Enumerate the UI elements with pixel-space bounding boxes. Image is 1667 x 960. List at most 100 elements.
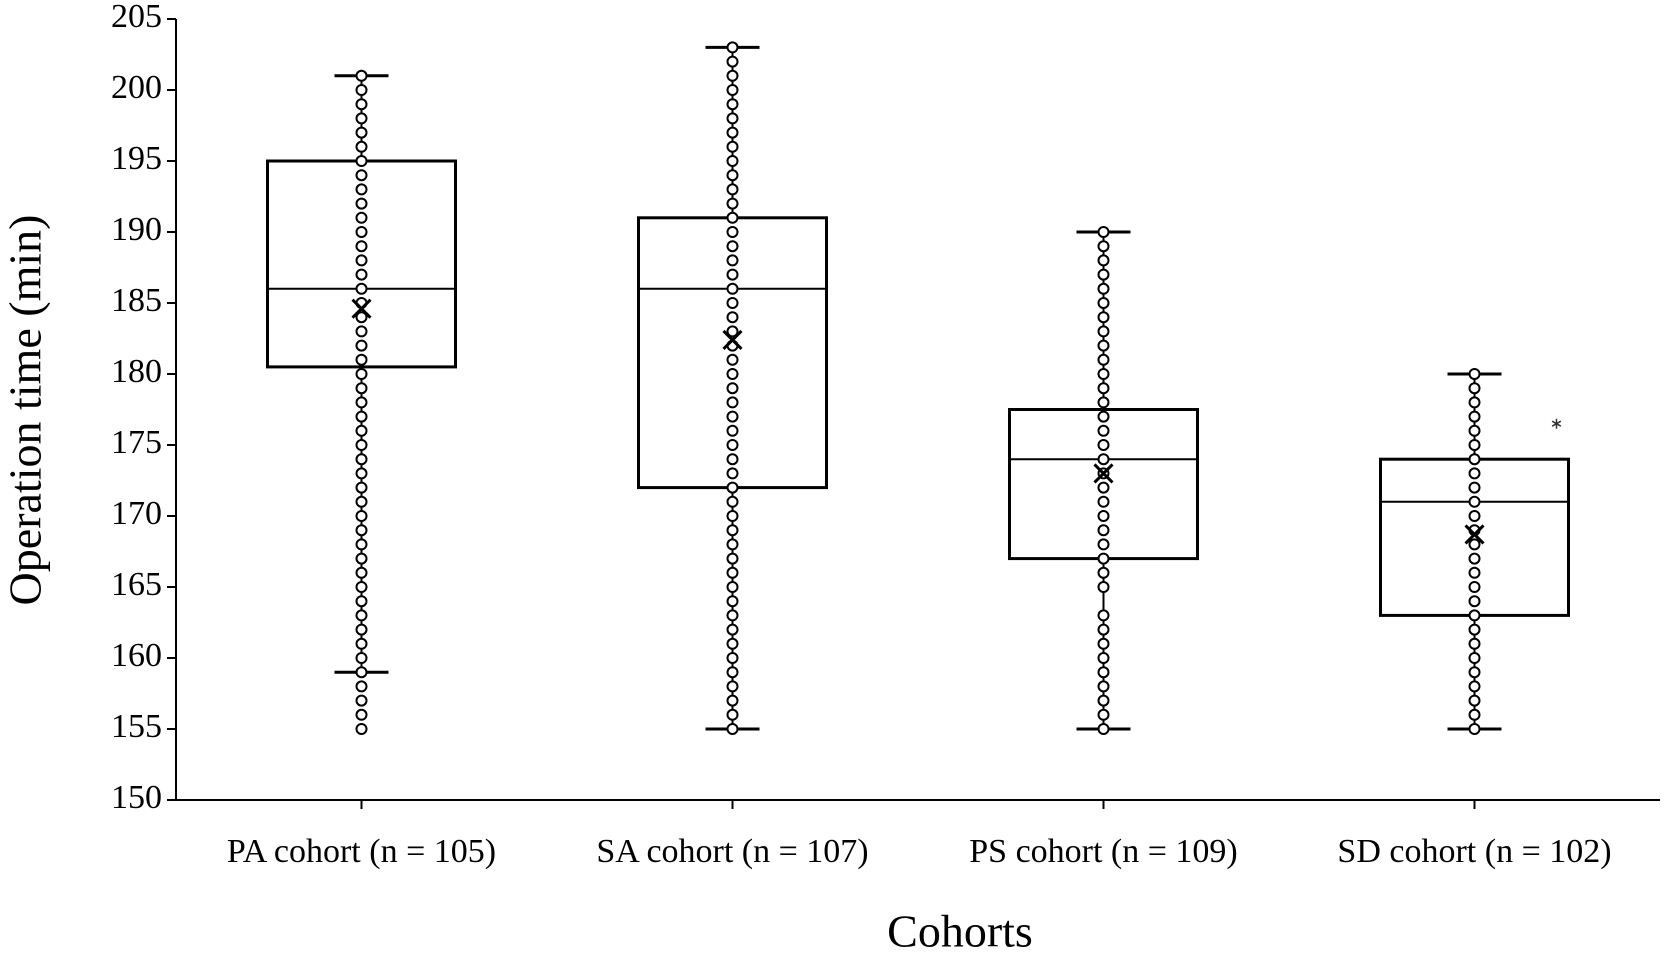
data-point (1097, 439, 1110, 451)
data-point (1468, 495, 1481, 508)
data-point (1097, 410, 1110, 423)
data-point (355, 481, 368, 494)
y-tick-label: 175 (111, 424, 162, 461)
data-point (355, 424, 368, 437)
data-point (1468, 552, 1481, 565)
data-point (726, 69, 739, 82)
data-point (1097, 581, 1110, 593)
data-point (726, 197, 739, 210)
y-tick-label: 160 (111, 637, 162, 674)
data-point (1097, 453, 1110, 466)
data-point (355, 325, 368, 338)
data-point (355, 609, 368, 622)
data-point (355, 211, 368, 224)
data-point (355, 183, 368, 196)
data-point (1468, 566, 1481, 579)
data-point (1097, 694, 1110, 707)
data-point (726, 396, 739, 409)
data-point (1097, 424, 1110, 437)
data-point (726, 680, 739, 693)
data-point (1097, 325, 1110, 338)
data-point (355, 112, 368, 125)
data-point (726, 140, 739, 153)
x-tick-label: PA cohort (n = 105) (227, 833, 496, 870)
data-point (1468, 424, 1481, 437)
y-tick-label: 180 (111, 353, 162, 390)
data-point (726, 211, 739, 224)
data-point (1097, 637, 1110, 650)
data-point (1097, 282, 1110, 295)
data-point (726, 155, 739, 167)
data-point (1097, 311, 1110, 324)
y-tick-label: 200 (111, 69, 162, 106)
data-point (1097, 382, 1110, 395)
x-tick-label: SA cohort (n = 107) (596, 833, 868, 870)
data-point (1097, 240, 1110, 253)
data-point (726, 566, 739, 579)
data-point (726, 169, 739, 182)
data-point (726, 268, 739, 281)
data-point (726, 581, 739, 593)
data-point (1468, 439, 1481, 451)
data-point (726, 552, 739, 565)
data-point (355, 382, 368, 395)
data-point (1468, 510, 1481, 522)
data-point (1097, 481, 1110, 494)
data-point (726, 666, 739, 679)
data-point (1097, 339, 1110, 352)
data-point (726, 254, 739, 267)
data-point (726, 524, 739, 537)
data-point (726, 609, 739, 622)
data-point (1097, 353, 1110, 366)
data-point (726, 439, 739, 451)
data-point (726, 708, 739, 721)
data-point (355, 282, 368, 295)
data-point (1468, 581, 1481, 593)
data-point (355, 410, 368, 423)
data-point (1468, 396, 1481, 409)
data-point (355, 126, 368, 139)
data-point (1097, 254, 1110, 267)
y-tick-label: 195 (111, 140, 162, 177)
data-point (726, 424, 739, 437)
data-point (726, 311, 739, 324)
data-point (1468, 453, 1481, 466)
y-tick-label: 170 (111, 495, 162, 532)
data-point (726, 538, 739, 551)
data-point (726, 240, 739, 253)
data-point (726, 325, 739, 338)
data-point (1468, 538, 1481, 551)
data-point (355, 581, 368, 593)
data-point (1468, 382, 1481, 395)
data-point (355, 254, 368, 267)
data-point (726, 98, 739, 111)
y-axis-title: Operation time (min) (0, 215, 51, 606)
data-point (1097, 396, 1110, 409)
data-point (726, 481, 739, 494)
data-point (1097, 723, 1110, 735)
x-axis-title: Cohorts (887, 906, 1033, 957)
data-point (355, 680, 368, 693)
data-point (726, 297, 739, 309)
data-point (726, 510, 739, 522)
data-point (726, 41, 739, 54)
data-point (1097, 368, 1110, 380)
data-point (355, 240, 368, 253)
data-point (355, 495, 368, 508)
y-tick-label: 165 (111, 566, 162, 603)
data-point (1097, 609, 1110, 622)
data-point (355, 353, 368, 366)
data-point (1097, 538, 1110, 551)
x-tick-label: PS cohort (n = 109) (969, 833, 1238, 870)
data-point (1468, 368, 1481, 380)
data-point (1097, 524, 1110, 537)
data-point (355, 510, 368, 522)
data-point (726, 623, 739, 636)
data-point (355, 311, 368, 324)
data-point (1097, 680, 1110, 693)
data-point (726, 112, 739, 125)
data-point (726, 637, 739, 650)
data-point (355, 339, 368, 352)
data-point (355, 595, 368, 608)
data-point (355, 637, 368, 650)
